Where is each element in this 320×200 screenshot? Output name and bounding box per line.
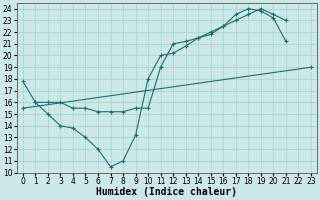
X-axis label: Humidex (Indice chaleur): Humidex (Indice chaleur)	[96, 187, 237, 197]
